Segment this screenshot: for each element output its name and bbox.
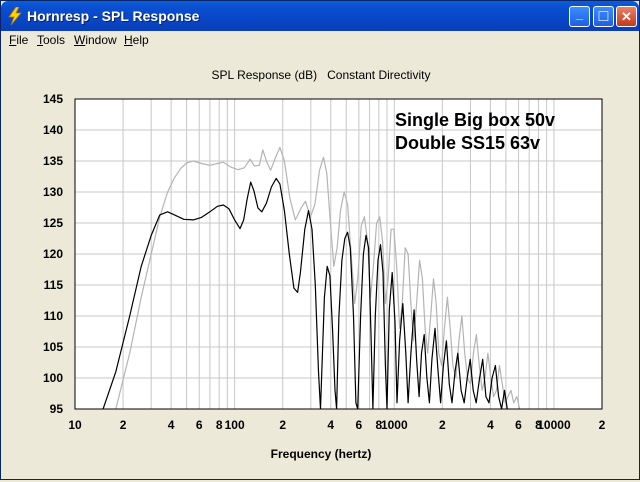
y-tick-label: 130 [43, 185, 63, 199]
close-button[interactable]: ✕ [616, 6, 637, 27]
y-tick-label: 125 [43, 216, 63, 230]
menu-bar: File Tools Window Help [1, 31, 639, 50]
y-tick-label: 105 [43, 340, 63, 354]
title-bar[interactable]: Hornresp - SPL Response _ □ ✕ [1, 1, 639, 31]
x-tick-label: 2 [279, 418, 286, 432]
spl-response-chart: SPL Response (dB) Constant Directivity 9… [43, 68, 606, 461]
y-tick-labels: 95 100 105 110 115 120 125 130 135 140 145 [43, 92, 63, 416]
x-tick-label: 8 [535, 418, 542, 432]
y-tick-label: 145 [43, 92, 63, 106]
x-tick-label: 1000 [381, 418, 408, 432]
x-tick-label: 2 [599, 418, 606, 432]
y-tick-label: 110 [44, 309, 64, 323]
minimize-icon: _ [575, 6, 584, 21]
close-icon: ✕ [621, 8, 632, 24]
y-tick-label: 115 [44, 278, 64, 292]
menu-file[interactable]: File [9, 33, 29, 47]
menu-window[interactable]: Window [74, 33, 117, 47]
x-tick-label: 10 [68, 418, 82, 432]
x-tick-label: 4 [168, 418, 175, 432]
x-tick-label: 2 [120, 418, 127, 432]
x-tick-label: 100 [225, 418, 245, 432]
series-line-black [102, 177, 508, 409]
x-tick-label: 10000 [537, 418, 571, 432]
x-tick-label: 6 [515, 418, 522, 432]
x-tick-label: 2 [439, 418, 446, 432]
x-tick-label: 8 [216, 418, 223, 432]
minimize-button[interactable]: _ [569, 6, 590, 27]
plot-frame [74, 98, 603, 410]
menu-help[interactable]: Help [124, 33, 149, 47]
x-axis-label: Frequency (hertz) [271, 447, 372, 461]
menu-tools[interactable]: Tools [37, 33, 66, 47]
x-tick-label: 4 [327, 418, 334, 432]
chart-title: SPL Response (dB) Constant Directivity [212, 68, 431, 82]
y-tick-label: 120 [43, 247, 63, 261]
series-layer [102, 146, 521, 409]
y-tick-label: 135 [43, 154, 63, 168]
x-tick-label: 4 [487, 418, 494, 432]
lightning-app-icon [8, 7, 22, 25]
x-tick-label: 6 [196, 418, 203, 432]
series-line-gray [115, 146, 521, 409]
window-title: Hornresp - SPL Response [27, 8, 200, 24]
y-tick-label: 100 [43, 371, 63, 385]
maximize-icon: □ [598, 7, 609, 25]
y-tick-label: 95 [50, 402, 64, 416]
x-tick-label: 6 [356, 418, 363, 432]
chart-panel: SPL Response (dB) Constant Directivity 9… [4, 51, 636, 477]
x-tick-label: 8 [375, 418, 382, 432]
annotation-single-big-box: Single Big box 50v [395, 110, 555, 130]
annotation-double-ss15: Double SS15 63v [395, 133, 540, 153]
y-tick-label: 140 [43, 123, 63, 137]
maximize-button[interactable]: □ [593, 6, 614, 27]
